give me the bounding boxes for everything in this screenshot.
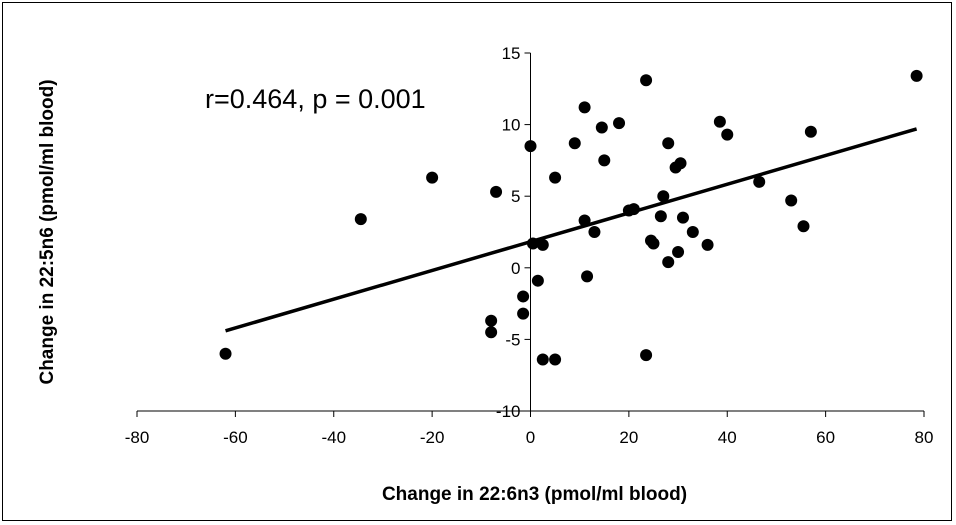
- data-point: [753, 175, 766, 188]
- x-axis-label: Change in 22:6n3 (pmol/ml blood): [382, 484, 687, 505]
- x-tick-label: 0: [526, 428, 535, 447]
- data-point: [588, 226, 601, 238]
- data-point: [219, 347, 232, 360]
- data-point: [910, 69, 923, 82]
- data-point: [654, 210, 667, 223]
- x-tick-label: -20: [420, 428, 445, 447]
- data-point: [674, 157, 687, 170]
- data-point: [578, 101, 591, 114]
- data-point: [568, 137, 581, 150]
- y-tick-label: -5: [505, 330, 520, 349]
- data-point: [578, 214, 591, 227]
- data-point: [676, 211, 689, 224]
- x-tick-label: 20: [619, 428, 638, 447]
- trendline-group: [225, 127, 918, 333]
- data-point: [485, 314, 498, 327]
- data-point: [524, 140, 537, 153]
- x-tick-label: 40: [718, 428, 737, 447]
- data-point: [686, 226, 699, 238]
- data-point: [627, 203, 640, 216]
- regression-line: [225, 127, 918, 333]
- y-axis-label: Change in 22:5n6 (pmol/ml blood): [37, 79, 58, 384]
- axes: -10 -5 0 5 10 15 -80 -60 -40 -20 0 20 40 60 80: [125, 44, 934, 447]
- y-tick-label: 15: [502, 44, 521, 63]
- data-point: [662, 256, 675, 269]
- data-point: [354, 213, 367, 226]
- data-point: [785, 194, 798, 207]
- data-point: [797, 220, 810, 233]
- data-point: [647, 237, 660, 250]
- data-point: [485, 326, 498, 339]
- data-point: [526, 237, 539, 250]
- data-point: [662, 137, 675, 150]
- data-point: [657, 190, 670, 203]
- data-point: [426, 171, 439, 184]
- y-tick-label: 0: [511, 259, 520, 278]
- data-point: [595, 121, 608, 134]
- data-point: [549, 353, 562, 366]
- data-point: [490, 185, 503, 198]
- y-tick-label: -10: [496, 402, 521, 421]
- data-point: [701, 238, 714, 251]
- data-point: [581, 270, 594, 283]
- data-point: [640, 349, 653, 362]
- correlation-annotation: r=0.464, p = 0.001: [205, 84, 426, 114]
- data-point: [536, 238, 549, 251]
- data-point: [640, 74, 653, 87]
- x-tick-label: -80: [125, 428, 150, 447]
- data-point: [536, 353, 549, 366]
- y-tick-label: 5: [511, 187, 520, 206]
- points-group: [219, 69, 923, 366]
- data-point: [517, 290, 530, 303]
- x-tick-label: -40: [321, 428, 346, 447]
- x-tick-label: -60: [223, 428, 248, 447]
- data-point: [531, 274, 544, 287]
- data-point: [613, 117, 626, 130]
- data-point: [721, 128, 734, 141]
- y-tick-label: 10: [502, 116, 521, 135]
- data-point: [549, 171, 562, 184]
- data-point: [517, 307, 530, 320]
- data-point: [598, 154, 611, 167]
- data-point: [713, 115, 726, 128]
- data-point: [672, 246, 685, 259]
- data-point: [804, 125, 817, 138]
- x-tick-label: 80: [915, 428, 934, 447]
- x-tick-label: 60: [816, 428, 835, 447]
